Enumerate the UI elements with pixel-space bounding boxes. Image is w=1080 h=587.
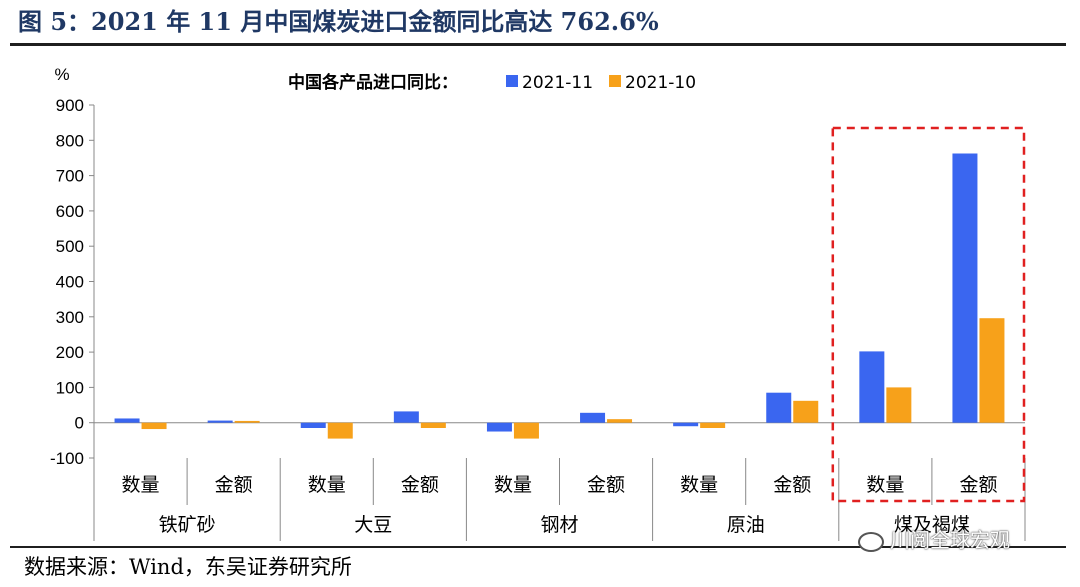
bar-chart: -100 0 100 200 300 400 500 600 700 800 900% 数量 金额 数量 金… <box>50 65 1026 541</box>
bar <box>886 387 912 423</box>
bar <box>141 422 167 430</box>
y-axis-unit: % <box>54 65 69 84</box>
source-note: 数据来源：Wind，东吴证券研究所 <box>24 555 352 579</box>
y-tick-label: -100 <box>50 449 84 468</box>
legend-swatch <box>609 75 621 87</box>
bar <box>420 422 446 428</box>
group-label: 煤及褐煤 <box>894 514 970 536</box>
bar <box>234 420 260 423</box>
highlight-box <box>831 126 1026 503</box>
title-divider <box>10 43 1066 46</box>
bar <box>300 422 326 428</box>
legend-label: 2021-11 <box>522 73 593 93</box>
y-tick-label: 500 <box>56 237 84 256</box>
y-tick-label: 200 <box>56 343 84 362</box>
category-label: 金额 <box>587 474 625 496</box>
category-label: 金额 <box>773 474 811 496</box>
bar <box>393 411 419 423</box>
bar <box>486 422 512 432</box>
y-tick-label: 800 <box>56 131 84 150</box>
y-tick-label: 400 <box>56 273 84 292</box>
legend-title: 中国各产品进口同比： <box>288 72 458 93</box>
category-label: 金额 <box>959 474 997 496</box>
group-label: 铁矿砂 <box>159 514 216 536</box>
bar <box>700 422 726 428</box>
bar <box>766 392 792 423</box>
y-tick-label: 600 <box>56 202 84 221</box>
watermark-text: 川阅全球宏观 <box>890 528 1010 552</box>
bar <box>513 422 539 439</box>
bar <box>207 420 233 423</box>
y-tick-label: 700 <box>56 167 84 186</box>
footer-divider <box>10 546 1066 548</box>
legend-label: 2021-10 <box>625 73 696 93</box>
figure-title: 图 5：2021 年 11 月中国煤炭进口金额同比高达 762.6% <box>18 7 659 36</box>
bar <box>793 400 819 423</box>
bar <box>979 318 1005 423</box>
category-label: 金额 <box>215 474 253 496</box>
wechat-icon <box>858 531 884 552</box>
bar <box>580 412 606 423</box>
bar <box>859 351 885 423</box>
legend-swatch <box>506 75 518 87</box>
y-tick-label: 0 <box>75 414 84 433</box>
bar <box>952 153 978 423</box>
group-label: 大豆 <box>354 514 392 536</box>
y-tick-label: 100 <box>56 378 84 397</box>
bar <box>673 422 699 427</box>
category-label: 数量 <box>680 474 718 496</box>
bar <box>327 422 353 439</box>
y-tick-label: 900 <box>56 96 84 115</box>
category-label: 金额 <box>401 474 439 496</box>
category-label: 数量 <box>866 474 904 496</box>
group-label: 原油 <box>727 514 765 536</box>
category-label: 数量 <box>494 474 532 496</box>
y-tick-label: 300 <box>56 308 84 327</box>
category-label: 数量 <box>122 474 160 496</box>
bar <box>607 419 633 423</box>
watermark: 川阅全球宏观 <box>858 524 1010 553</box>
category-label: 数量 <box>308 474 346 496</box>
group-label: 钢材 <box>540 514 578 536</box>
bar <box>114 418 140 423</box>
